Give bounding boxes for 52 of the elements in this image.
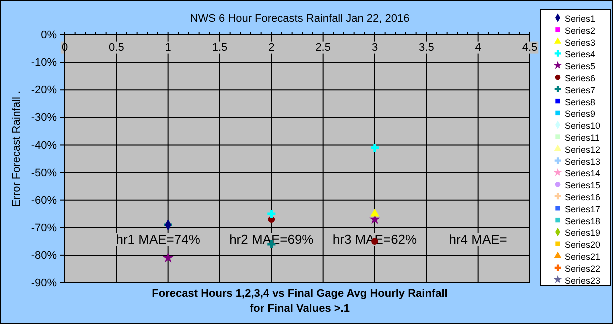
annotation: hr2 MAE=69% <box>230 232 314 247</box>
x-axis-title: Forecast Hours 1,2,3,4 vs Final Gage Avg Hourly Rainfall for Final Values >.1 <box>152 288 448 315</box>
y-tick-label: -80% <box>31 250 58 262</box>
point <box>162 252 174 263</box>
legend-label: Series1 <box>565 14 596 24</box>
legend-label: Series9 <box>565 109 596 120</box>
point <box>268 210 276 218</box>
legend-label: Series8 <box>565 97 596 108</box>
legend-label: Series2 <box>565 26 596 36</box>
legend-label: Series7 <box>565 85 596 96</box>
legend-label: Series5 <box>565 62 596 72</box>
point <box>370 144 380 152</box>
legend-label: Series21 <box>565 252 601 262</box>
y-tick-label: -50% <box>31 167 58 180</box>
legend-label: Series3 <box>565 38 596 48</box>
legend-label: Series4 <box>565 50 596 60</box>
x-tick-label: 4.5 <box>522 42 538 54</box>
y-tick-label: -40% <box>31 140 58 152</box>
x-tick-label: 1 <box>165 42 172 54</box>
legend-label: Series22 <box>565 264 601 274</box>
x-tick-label: 2 <box>268 42 275 54</box>
annotation: hr1 MAE=74% <box>116 232 201 247</box>
y-tick-label: -70% <box>31 222 58 234</box>
legend-label: Series11 <box>565 133 600 143</box>
y-axis-title: Error Forecast Rainfall . <box>11 90 23 208</box>
y-tick-label: -20% <box>31 84 58 97</box>
legend-label: Series23 <box>565 276 601 286</box>
y-tick-label: -90% <box>31 278 58 290</box>
x-tick-label: 3 <box>372 42 378 54</box>
x-tick-label: 1.5 <box>212 42 228 54</box>
legend-label: Series14 <box>565 168 601 179</box>
legend-label: Series16 <box>565 192 601 202</box>
legend-label: Series12 <box>565 144 601 155</box>
point <box>370 208 380 217</box>
legend-label: Series6 <box>565 74 596 84</box>
legend-label: Series20 <box>565 240 601 250</box>
x-tick-label: 0.5 <box>109 42 124 54</box>
y-tick-label: -10% <box>31 57 58 70</box>
y-tick-label: -60% <box>31 194 58 207</box>
legend-label: Series13 <box>565 156 601 167</box>
x-tick-label: 3.5 <box>419 42 434 54</box>
legend-label: Series17 <box>565 204 601 214</box>
legend-label: Series15 <box>565 180 601 191</box>
legend-label: Series10 <box>565 121 601 132</box>
annotation: hr4 MAE= <box>449 232 508 247</box>
legend-label: Series19 <box>565 228 601 238</box>
x-tick-label: 2.5 <box>316 42 331 54</box>
chart-title: NWS 6 Hour Forecasts Rainfall Jan 22, 2016 <box>190 13 410 25</box>
y-tick-label: 0% <box>41 30 58 42</box>
x-tick-label: 4 <box>475 42 482 54</box>
legend-label: Series18 <box>565 216 601 226</box>
y-tick-label: -30% <box>31 112 58 124</box>
